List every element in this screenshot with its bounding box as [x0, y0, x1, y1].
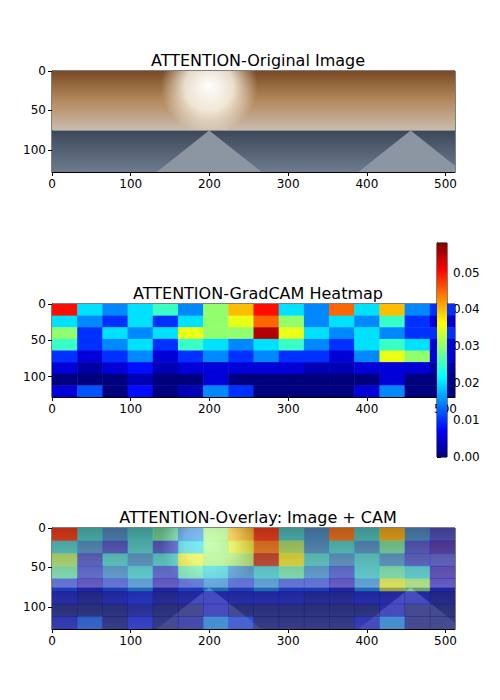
svg-text:0.01: 0.01: [453, 413, 480, 427]
svg-text:0: 0: [48, 634, 56, 648]
svg-text:100: 100: [23, 370, 46, 384]
svg-text:0.03: 0.03: [453, 339, 480, 353]
svg-text:200: 200: [198, 634, 221, 648]
svg-text:200: 200: [198, 177, 221, 191]
svg-text:0: 0: [48, 177, 56, 191]
svg-text:0.04: 0.04: [453, 302, 480, 316]
svg-text:50: 50: [31, 333, 46, 347]
svg-text:0.02: 0.02: [453, 376, 480, 390]
svg-text:ATTENTION-Original Image: ATTENTION-Original Image: [151, 51, 365, 70]
svg-text:100: 100: [119, 402, 142, 416]
svg-text:100: 100: [119, 177, 142, 191]
svg-text:50: 50: [31, 103, 46, 117]
svg-text:400: 400: [355, 402, 378, 416]
svg-text:100: 100: [23, 600, 46, 614]
svg-text:0.00: 0.00: [453, 450, 480, 464]
svg-text:200: 200: [198, 402, 221, 416]
svg-text:400: 400: [355, 634, 378, 648]
svg-text:300: 300: [277, 402, 300, 416]
svg-text:300: 300: [277, 177, 300, 191]
svg-text:50: 50: [31, 560, 46, 574]
svg-text:100: 100: [119, 634, 142, 648]
svg-text:300: 300: [277, 634, 300, 648]
svg-text:0: 0: [48, 402, 56, 416]
svg-text:0.05: 0.05: [453, 266, 480, 280]
svg-text:ATTENTION-GradCAM Heatmap: ATTENTION-GradCAM Heatmap: [133, 284, 383, 303]
svg-text:ATTENTION-Overlay: Image + CAM: ATTENTION-Overlay: Image + CAM: [119, 508, 396, 527]
svg-text:400: 400: [355, 177, 378, 191]
svg-text:100: 100: [23, 143, 46, 157]
svg-text:500: 500: [434, 177, 457, 191]
svg-text:0: 0: [38, 521, 46, 535]
svg-text:0: 0: [38, 64, 46, 78]
svg-text:500: 500: [434, 634, 457, 648]
svg-text:0: 0: [38, 297, 46, 311]
